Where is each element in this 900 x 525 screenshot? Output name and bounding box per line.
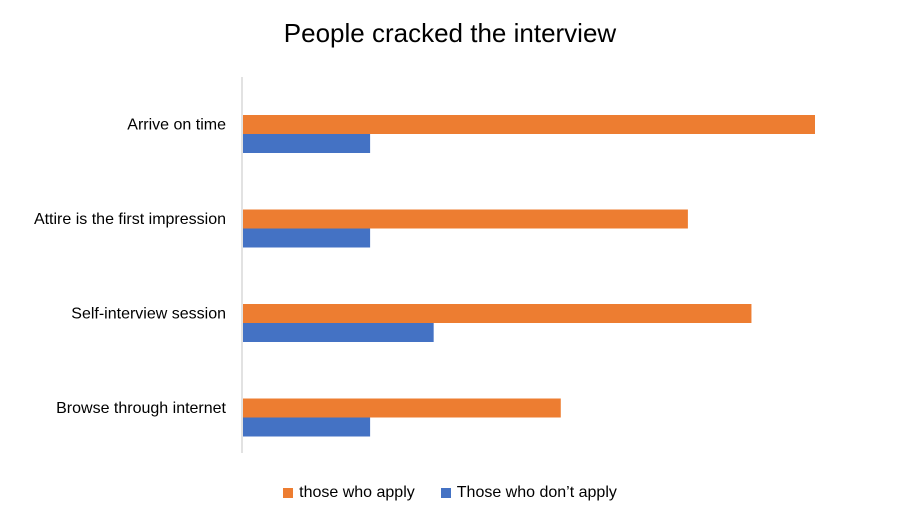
bar-those-who-dont-apply [243, 228, 371, 248]
legend: those who apply Those who don’t apply [0, 484, 900, 502]
category-label: Self-interview session [71, 306, 226, 323]
legend-item-dont-apply: Those who don’t apply [440, 484, 617, 502]
legend-swatch-dont-apply [440, 488, 451, 498]
bar-those-who-apply [243, 304, 752, 323]
category-label: Attire is the first impression [34, 211, 226, 228]
bar-those-who-apply [243, 398, 561, 418]
bar-those-who-dont-apply [243, 417, 371, 437]
legend-item-apply: those who apply [283, 484, 415, 502]
bar-those-who-apply [243, 115, 815, 134]
category-label: Arrive on time [127, 117, 226, 134]
legend-label-apply: those who apply [299, 484, 415, 501]
category-label: Browse through internet [56, 400, 226, 417]
bar-those-who-apply [243, 209, 688, 229]
bar-those-who-dont-apply [243, 134, 371, 153]
chart-title: People cracked the interview [283, 18, 617, 48]
bar-those-who-dont-apply [243, 323, 434, 342]
legend-swatch-apply [283, 488, 294, 498]
legend-label-dont-apply: Those who don’t apply [456, 484, 617, 501]
